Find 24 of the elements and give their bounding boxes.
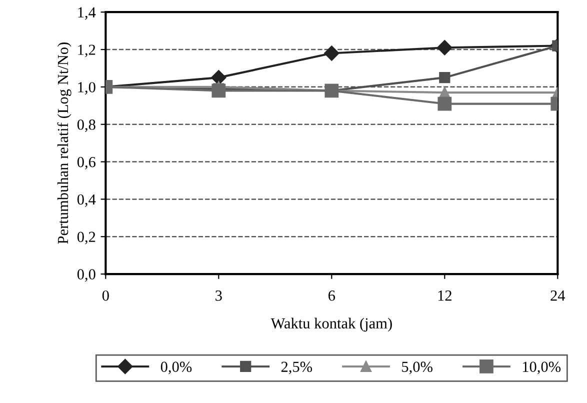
legend-label: 2,5% xyxy=(281,362,312,374)
x-tick-label: 3 xyxy=(216,290,222,301)
y-tick-label: 1,2 xyxy=(78,44,96,58)
x-tick-label: 24 xyxy=(550,290,566,301)
point xyxy=(438,96,452,111)
point xyxy=(211,70,226,86)
legend-label: 10,0% xyxy=(522,362,561,374)
y-tick-label: 1,0 xyxy=(78,82,96,95)
y-tick-label: 0,2 xyxy=(77,232,96,244)
legend-label: 5,0% xyxy=(402,362,432,374)
y-tick-label: 0,8 xyxy=(77,119,96,132)
y-tick-label: 1,4 xyxy=(78,7,96,20)
y-tick-label: 0,6 xyxy=(77,156,96,170)
x-tick-label: 12 xyxy=(438,290,452,301)
point xyxy=(212,84,226,98)
y-tick-label: 0,4 xyxy=(77,194,96,207)
y-axis-title: Pertumbuhan relatif (Log Nt/No) xyxy=(57,42,72,244)
x-tick-label: 6 xyxy=(328,290,336,301)
x-tick-label: 0 xyxy=(102,290,109,301)
point xyxy=(437,40,452,56)
legend-label: 0,0% xyxy=(160,362,192,374)
y-tick-label: 0,0 xyxy=(77,269,96,282)
x-axis-title: Waktu kontak (jam) xyxy=(270,318,392,332)
point xyxy=(324,46,340,61)
